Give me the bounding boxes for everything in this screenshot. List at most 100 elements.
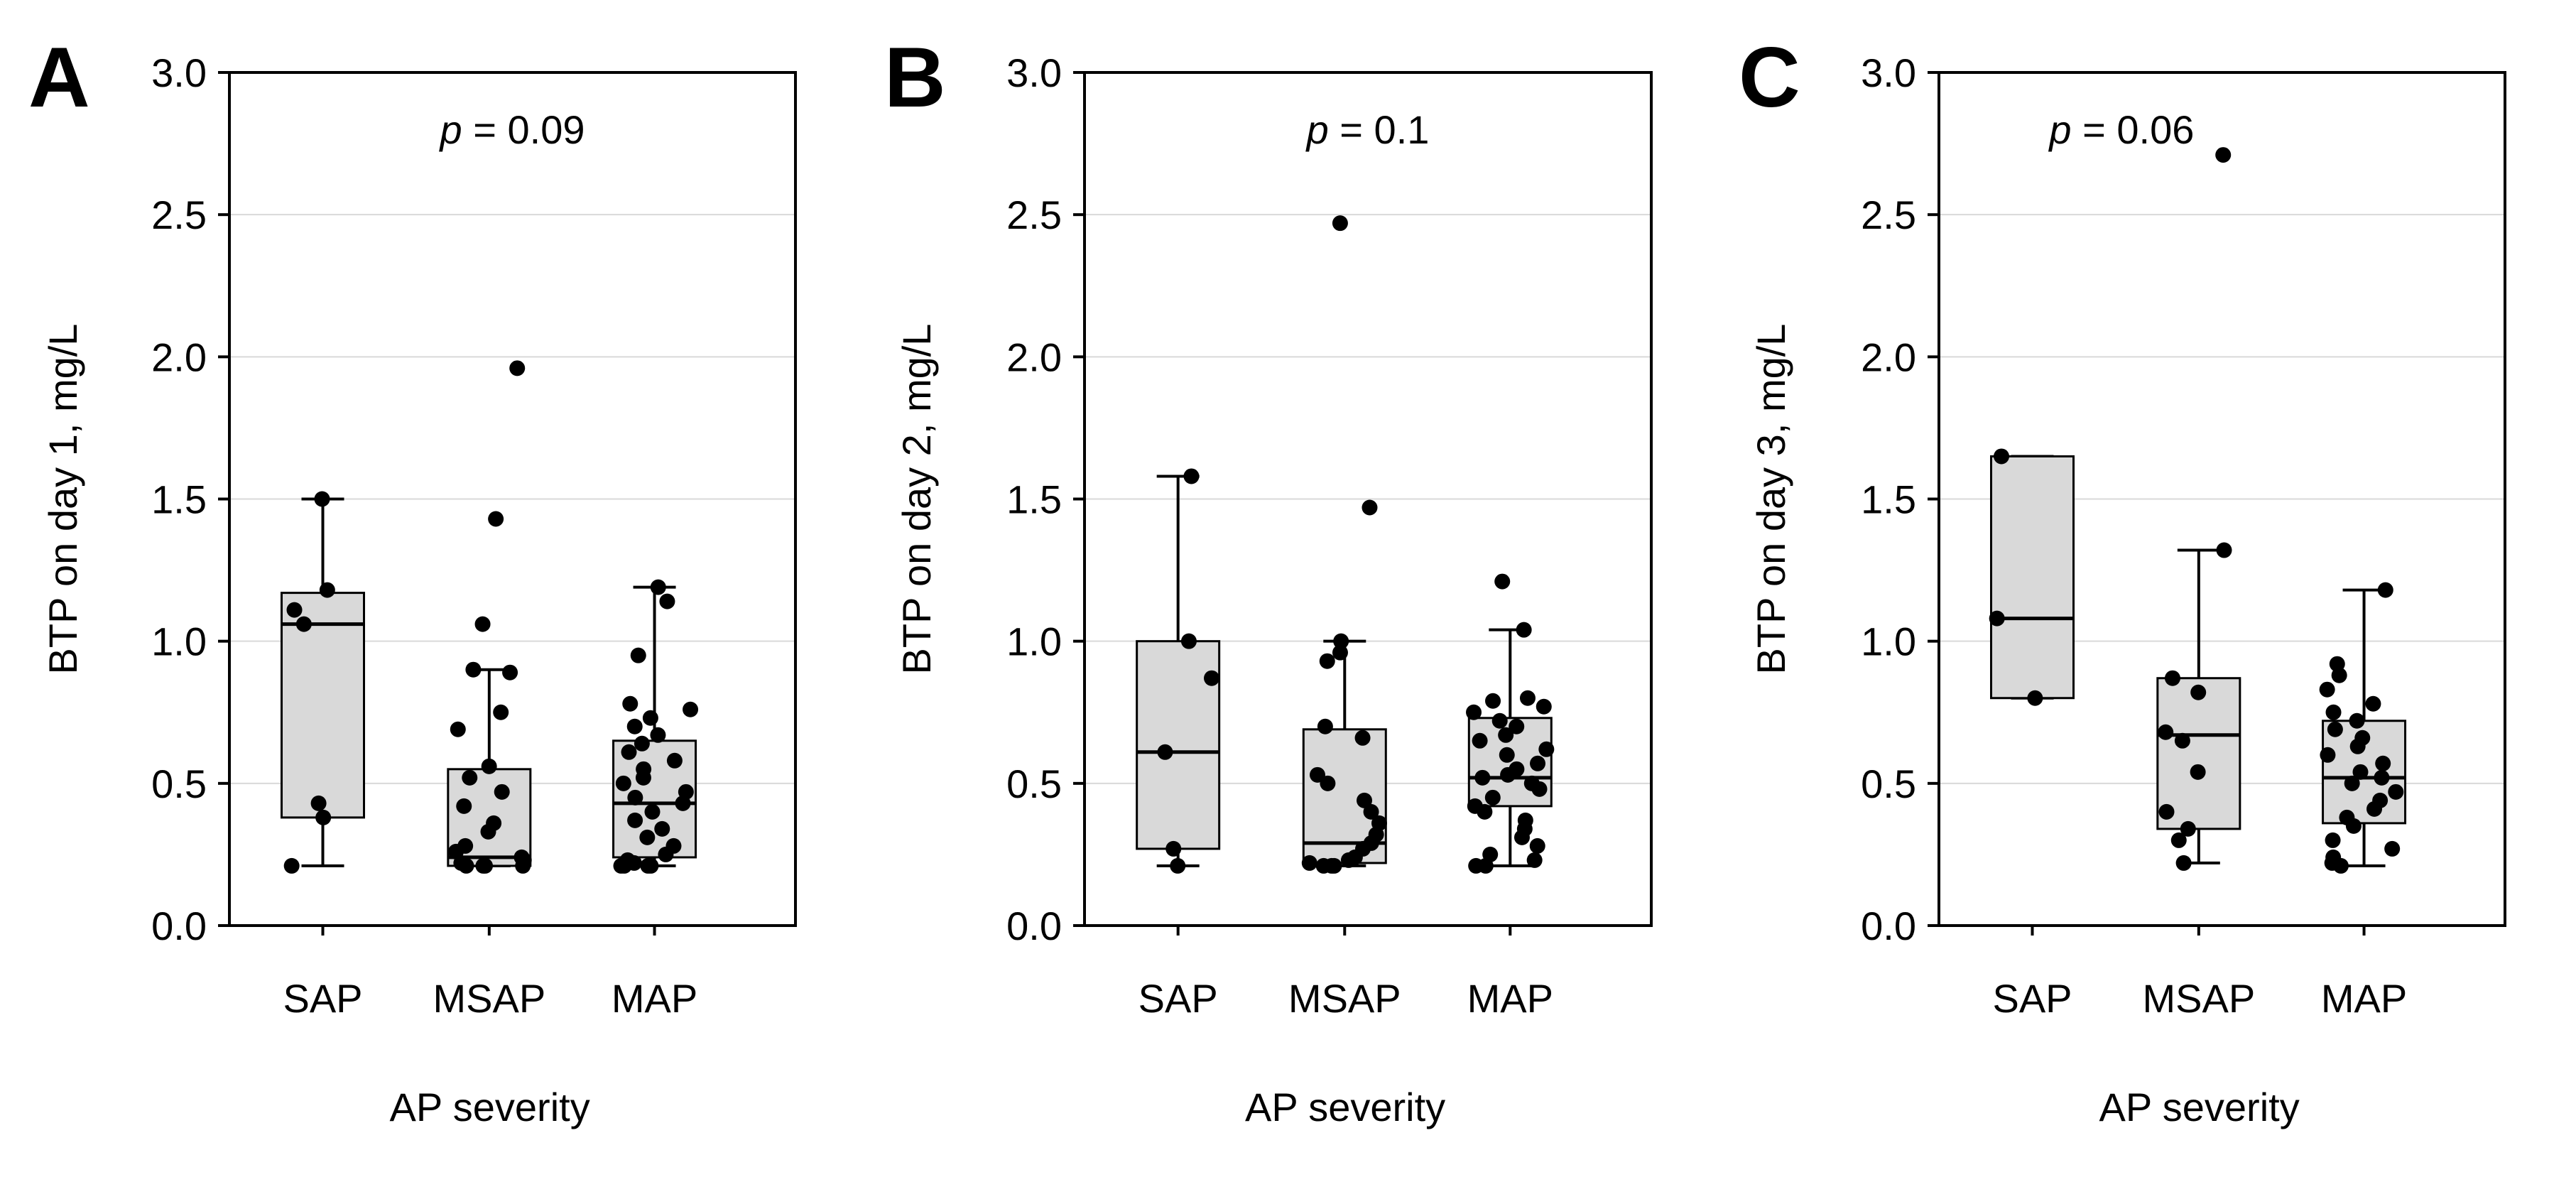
data-point bbox=[1499, 747, 1515, 763]
data-point bbox=[1516, 622, 1532, 638]
data-point bbox=[1509, 718, 1525, 734]
data-point bbox=[1157, 744, 1173, 760]
data-point bbox=[1320, 775, 1336, 791]
data-point bbox=[1474, 769, 1491, 786]
data-point bbox=[1526, 852, 1543, 868]
x-tick-label: MAP bbox=[1467, 976, 1553, 1021]
y-tick-label: 0.0 bbox=[1006, 904, 1062, 948]
panel-letter: C bbox=[1739, 30, 1800, 125]
data-point bbox=[635, 769, 651, 786]
data-point bbox=[1204, 670, 1220, 686]
data-point bbox=[1317, 718, 1333, 734]
data-point bbox=[2027, 690, 2043, 706]
data-point bbox=[515, 857, 531, 874]
data-point bbox=[1468, 857, 1484, 874]
data-point bbox=[626, 718, 643, 734]
data-point bbox=[2190, 764, 2206, 780]
y-tick-label: 0.0 bbox=[151, 904, 207, 948]
y-axis-title: BTP on day 1, mg/L bbox=[40, 324, 85, 675]
data-point bbox=[2158, 803, 2175, 820]
data-point bbox=[1531, 781, 1548, 797]
data-point bbox=[1319, 653, 1335, 669]
box-sap bbox=[281, 491, 366, 874]
box-iqr bbox=[281, 592, 366, 819]
data-point bbox=[634, 735, 650, 752]
x-tick-label: MAP bbox=[2321, 976, 2407, 1021]
data-point bbox=[2327, 721, 2343, 737]
data-point bbox=[2375, 755, 2391, 771]
data-point bbox=[2320, 747, 2336, 763]
data-point bbox=[2216, 542, 2232, 558]
data-point bbox=[315, 809, 332, 825]
data-point bbox=[666, 752, 683, 769]
y-tick-label: 0.0 bbox=[1861, 904, 1916, 948]
data-point bbox=[1491, 712, 1508, 729]
data-point bbox=[450, 721, 466, 737]
data-point bbox=[1472, 732, 1488, 749]
x-tick-label: SAP bbox=[1138, 976, 1218, 1021]
box-map bbox=[1466, 573, 1555, 874]
data-point bbox=[1536, 698, 1552, 715]
data-point bbox=[465, 661, 482, 678]
data-point bbox=[509, 360, 526, 376]
panel-b: 0.0 0.5 1.0 1.5 2.0 2.5 3.0 BTP on day 2, mg/L B… bbox=[884, 30, 1653, 1129]
y-tick-label: 3.0 bbox=[1006, 50, 1062, 95]
data-point bbox=[1500, 766, 1516, 783]
x-axis-title: AP severity bbox=[1245, 1085, 1445, 1129]
data-point bbox=[622, 695, 638, 712]
data-point bbox=[2374, 769, 2390, 786]
data-point bbox=[1332, 644, 1348, 661]
y-axis-title: BTP on day 3, mg/L bbox=[1749, 324, 1793, 675]
data-point bbox=[615, 775, 631, 791]
data-point bbox=[2325, 704, 2342, 720]
data-point bbox=[659, 593, 675, 609]
data-point bbox=[494, 784, 510, 800]
p-value-annotation: p = 0.1 bbox=[1305, 107, 1430, 152]
data-point bbox=[1165, 840, 1182, 857]
data-point bbox=[2345, 818, 2362, 834]
p-symbol: p bbox=[1305, 107, 1329, 152]
panel-letter: B bbox=[884, 30, 946, 125]
box-msap bbox=[447, 360, 532, 874]
p-value-text: = 0.09 bbox=[462, 107, 585, 152]
data-point bbox=[1332, 215, 1348, 232]
y-tick-label: 0.5 bbox=[1006, 761, 1062, 806]
data-point bbox=[2366, 801, 2383, 817]
data-point bbox=[480, 823, 496, 840]
y-axis-title: BTP on day 2, mg/L bbox=[894, 324, 939, 675]
x-tick-label: MSAP bbox=[433, 976, 545, 1021]
box-msap bbox=[1301, 215, 1387, 874]
data-point bbox=[2180, 820, 2196, 837]
p-value-annotation: p = 0.06 bbox=[2048, 107, 2194, 152]
data-point bbox=[1994, 448, 2010, 465]
data-point bbox=[2164, 670, 2180, 686]
data-point bbox=[456, 798, 472, 814]
data-point bbox=[2349, 712, 2365, 729]
data-point bbox=[1494, 573, 1511, 590]
data-point bbox=[2377, 582, 2393, 598]
p-value-annotation: p = 0.09 bbox=[439, 107, 585, 152]
box-map bbox=[2319, 582, 2407, 874]
y-tick-label: 2.5 bbox=[1861, 193, 1916, 237]
box-iqr bbox=[2156, 677, 2241, 830]
y-tick-label: 3.0 bbox=[1861, 50, 1916, 95]
p-symbol: p bbox=[2048, 107, 2071, 152]
data-point bbox=[639, 829, 656, 845]
data-point bbox=[621, 744, 637, 760]
y-tick-label: 1.0 bbox=[151, 619, 207, 664]
data-point bbox=[2384, 840, 2401, 857]
data-point bbox=[2331, 667, 2347, 683]
data-point bbox=[2190, 684, 2207, 700]
data-point bbox=[627, 812, 643, 828]
data-point bbox=[654, 820, 670, 837]
data-point bbox=[2170, 832, 2187, 848]
data-point bbox=[1180, 633, 1197, 649]
box-sap bbox=[1989, 448, 2075, 706]
data-point bbox=[2352, 764, 2369, 780]
data-point bbox=[1538, 741, 1555, 757]
data-point bbox=[493, 704, 509, 720]
y-tick-label: 1.0 bbox=[1006, 619, 1062, 664]
data-point bbox=[1519, 690, 1536, 706]
data-point bbox=[1183, 468, 1200, 484]
